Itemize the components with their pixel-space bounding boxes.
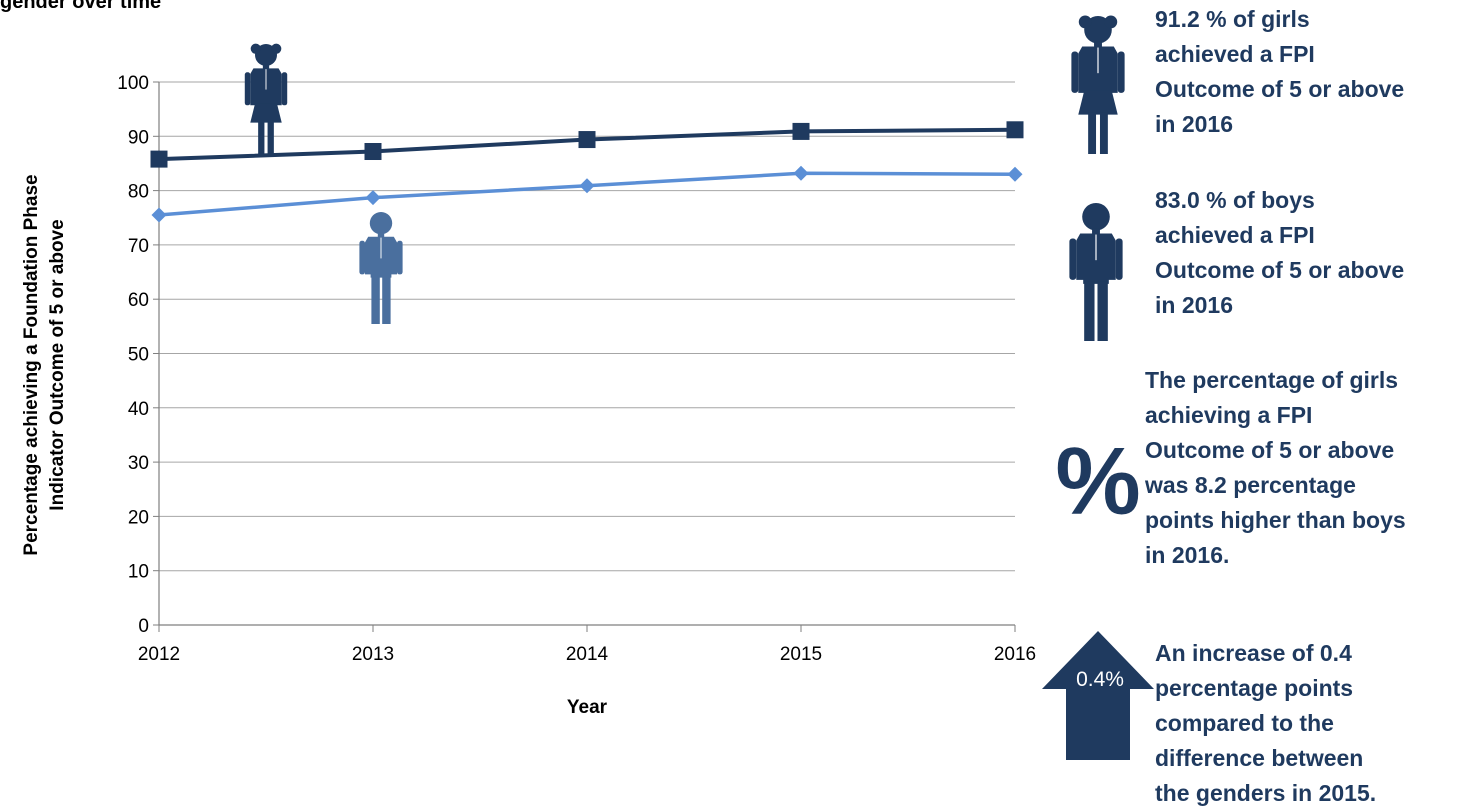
icon-leg-right	[1097, 281, 1108, 341]
data-point-girls-2013	[364, 143, 382, 161]
icon-leg-left	[371, 276, 380, 324]
y-tick-label-60: 60	[128, 290, 149, 311]
x-tick-label-2012: 2012	[138, 644, 180, 665]
up-arrow-shape	[1042, 631, 1154, 760]
y-tick-label-100: 100	[117, 73, 149, 94]
icon-bun-right	[1104, 15, 1118, 29]
chart-title: gender over time	[0, 0, 162, 13]
icon-arm-right	[397, 240, 403, 275]
icon-bun-left	[250, 43, 261, 54]
data-point-girls-2015	[792, 122, 810, 140]
y-tick-label-50: 50	[128, 345, 149, 366]
chart-labels: Year Percentage achieving a Foundation P…	[21, 73, 1036, 718]
side-panel-graphics: % 0.4%	[1042, 15, 1154, 760]
icon-neck	[262, 64, 270, 70]
icon-arm-right	[281, 72, 288, 106]
data-point-girls-2012	[150, 150, 168, 168]
boys-fact-text: 83.0 % of boys achieved a FPI Outcome of…	[1155, 187, 1405, 318]
icon-arm-left	[244, 72, 251, 106]
chart-icons	[244, 43, 403, 324]
chart-axes	[153, 81, 1016, 632]
icon-leg-left	[258, 121, 265, 154]
icon-arm-left	[359, 240, 365, 275]
icon-neck	[377, 232, 385, 238]
icon-bun-right	[271, 43, 282, 54]
icon-arm-right	[1117, 51, 1125, 93]
icon-arm-left	[1069, 238, 1077, 280]
y-tick-label-20: 20	[128, 507, 149, 528]
y-tick-label-30: 30	[128, 453, 149, 474]
data-point-girls-2016	[1006, 121, 1024, 139]
y-tick-label-10: 10	[128, 562, 149, 583]
y-tick-label-0: 0	[138, 616, 149, 637]
data-point-boys-2015	[793, 165, 809, 181]
girl-icon	[1071, 15, 1125, 154]
chart-gridlines	[159, 81, 1015, 626]
percent-icon: %	[1055, 428, 1140, 535]
data-point-boys-2012	[151, 207, 167, 223]
chart-series	[150, 121, 1024, 223]
boy-icon	[1069, 203, 1123, 341]
x-tick-label-2013: 2013	[352, 644, 394, 665]
x-tick-label-2014: 2014	[566, 644, 609, 665]
x-tick-label-2016: 2016	[994, 644, 1036, 665]
icon-head	[369, 212, 393, 235]
x-tick-label-2015: 2015	[780, 644, 822, 665]
up-arrow-icon: 0.4%	[1042, 631, 1154, 760]
icon-leg-right	[1099, 112, 1108, 154]
icon-bun-left	[1078, 15, 1092, 29]
y-axis-title-line-2: Indicator Outcome of 5 or above	[47, 219, 68, 510]
icon-leg-right	[267, 121, 274, 154]
y-tick-label-40: 40	[128, 399, 149, 420]
y-tick-label-70: 70	[128, 236, 149, 257]
x-axis-title: Year	[567, 697, 608, 718]
change-fact-text: An increase of 0.4 percentage points com…	[1155, 640, 1377, 806]
arrow-label: 0.4%	[1076, 668, 1124, 691]
difference-fact-text: The percentage of girls achieving a FPI …	[1145, 367, 1406, 568]
icon-neck	[1094, 41, 1102, 48]
icon-arm-left	[1071, 51, 1079, 93]
y-tick-label-90: 90	[128, 127, 149, 148]
y-tick-label-80: 80	[128, 182, 149, 203]
icon-leg-right	[382, 276, 391, 324]
icon-skirt	[1078, 90, 1118, 115]
data-point-boys-2014	[579, 178, 595, 194]
icon-leg-left	[1084, 281, 1095, 341]
icon-arm-right	[1115, 238, 1123, 280]
icon-head	[1082, 203, 1110, 231]
data-point-boys-2013	[365, 190, 381, 206]
icon-skirt	[250, 103, 282, 123]
line-chart: Year Percentage achieving a Foundation P…	[21, 15, 1154, 760]
girl-icon	[244, 43, 288, 154]
data-point-girls-2014	[578, 131, 596, 149]
y-axis-title-line-1: Percentage achieving a Foundation Phase	[21, 174, 42, 555]
boy-icon	[359, 212, 403, 324]
data-point-boys-2016	[1007, 166, 1023, 182]
girls-fact-text: 91.2 % of girls achieved a FPI Outcome o…	[1155, 6, 1405, 137]
icon-neck	[1092, 228, 1100, 235]
icon-leg-left	[1088, 112, 1097, 154]
